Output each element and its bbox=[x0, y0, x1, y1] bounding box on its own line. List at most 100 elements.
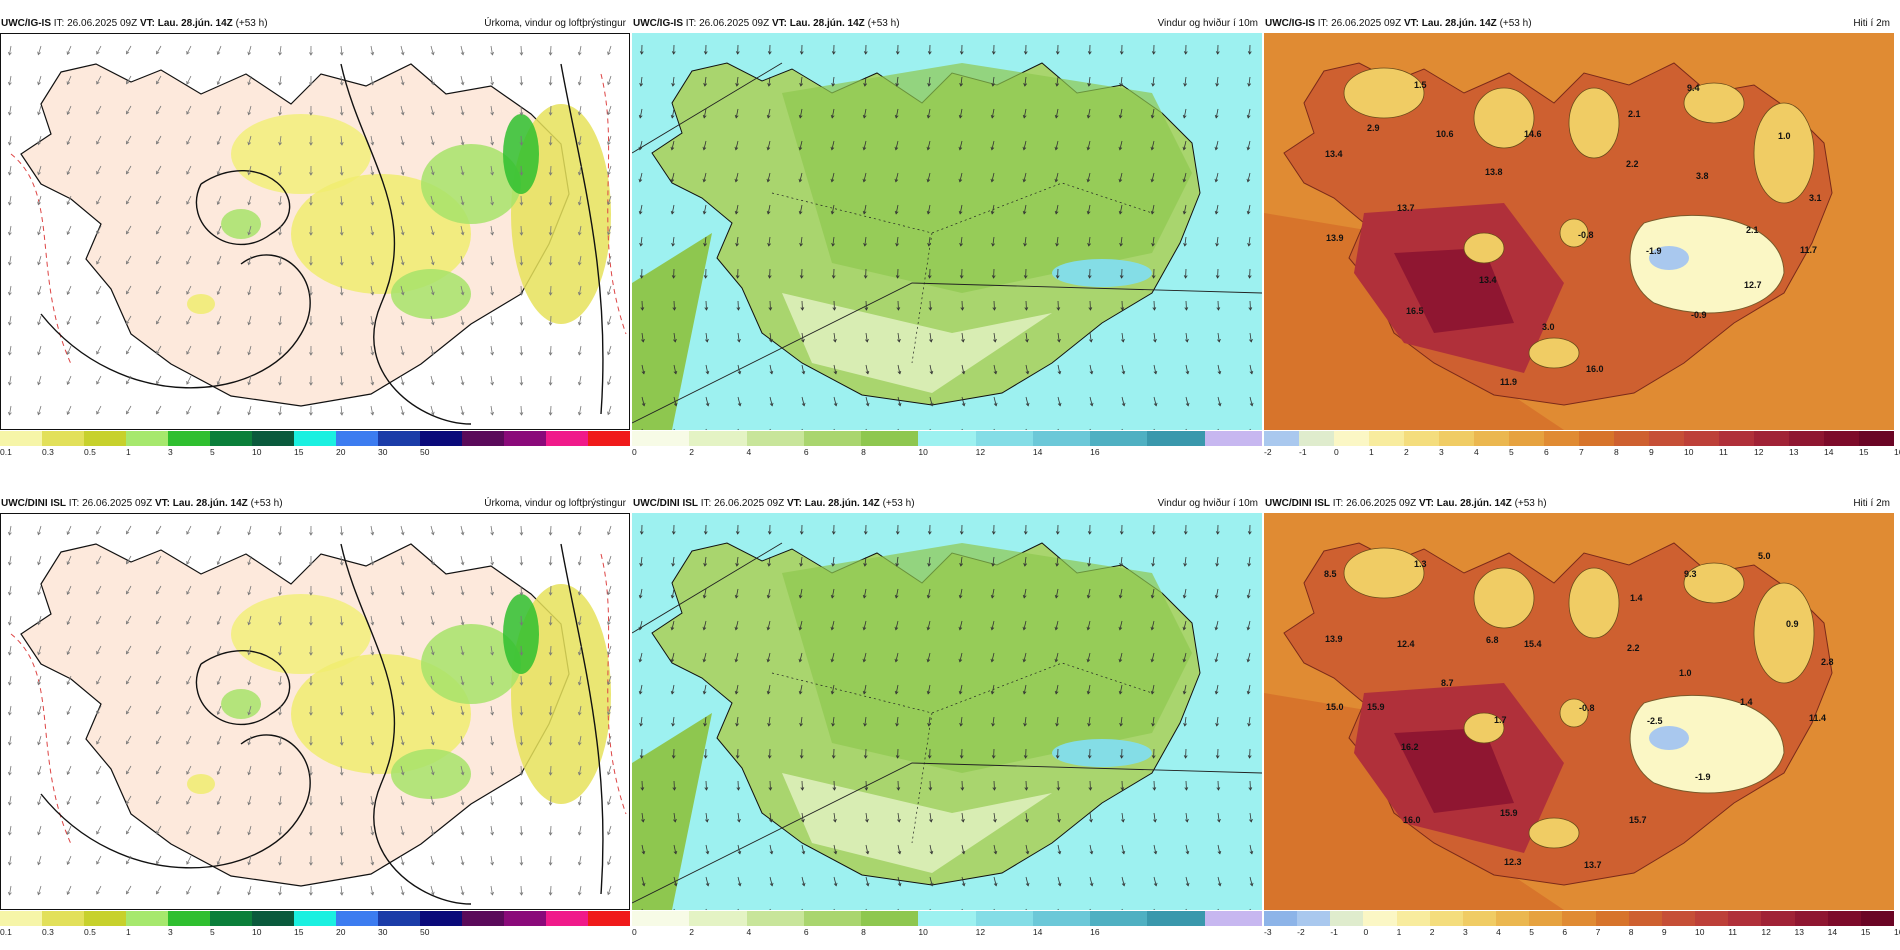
temperature-label: 1.4 bbox=[1630, 593, 1643, 603]
map-precip[interactable] bbox=[0, 513, 630, 910]
colorbar-tick: -1 bbox=[1330, 927, 1338, 937]
pressure-dashed bbox=[10, 73, 627, 365]
region-borders bbox=[771, 182, 1153, 364]
lead-time: (+53 h) bbox=[235, 18, 268, 29]
colorbar-tick: 0 bbox=[632, 927, 637, 937]
colorbar-swatch bbox=[504, 431, 546, 446]
colorbar-swatch bbox=[803, 911, 862, 926]
temperature-label: 15.7 bbox=[1629, 815, 1647, 825]
colorbar-tick: 50 bbox=[420, 447, 430, 457]
colorbar-tick: 1 bbox=[1396, 927, 1402, 937]
colorbar-swatch bbox=[1719, 431, 1754, 446]
colorbar-tick: 0.1 bbox=[0, 447, 12, 457]
colorbar-tick: 16 bbox=[1090, 447, 1100, 457]
colorbar-tick: 7 bbox=[1595, 927, 1601, 937]
colorbar-swatch bbox=[1649, 431, 1684, 446]
colorbar-tick: 5 bbox=[210, 447, 215, 457]
wind-arrows bbox=[638, 524, 1254, 910]
colorbar-swatch bbox=[1595, 911, 1629, 926]
colorbar-swatch bbox=[546, 911, 588, 926]
colorbar-swatch bbox=[1684, 431, 1719, 446]
colorbar-tick: 16 bbox=[1894, 927, 1900, 937]
colorbar-swatch bbox=[126, 431, 168, 446]
colorbar-ticks: 0 2 4 6 8 10 12 14 16 bbox=[632, 927, 1262, 939]
colorbar-swatch bbox=[504, 911, 546, 926]
map-wind[interactable] bbox=[632, 33, 1262, 430]
colorbar-swatch bbox=[1579, 431, 1614, 446]
it-value: 26.06.2025 09Z bbox=[714, 498, 785, 509]
colorbar-swatch bbox=[1204, 431, 1262, 446]
temperature-label: 15.9 bbox=[1500, 808, 1518, 818]
colorbar-swatch bbox=[336, 431, 378, 446]
temperature-label: 16.5 bbox=[1406, 306, 1424, 316]
panel-header: UWC/DINI ISL IT: 26.06.2025 09Z VT: Lau.… bbox=[1264, 495, 1894, 512]
temperature-label: 16.2 bbox=[1401, 742, 1419, 752]
temperature-label: 9.3 bbox=[1684, 569, 1697, 579]
lead-time: (+53 h) bbox=[1499, 18, 1532, 29]
colorbar-tick: 9 bbox=[1649, 447, 1654, 457]
temperature-label: 6.8 bbox=[1486, 635, 1499, 645]
colorbar-tick: -3 bbox=[1264, 927, 1272, 937]
panel-title: Vindur og hviður í 10m bbox=[1157, 498, 1258, 509]
temperature-label: 1.3 bbox=[1414, 559, 1427, 569]
colorbar-swatch bbox=[1496, 911, 1530, 926]
region-borders bbox=[771, 662, 1153, 844]
colorbar-swatch bbox=[1369, 431, 1404, 446]
colorbar-tick: 1 bbox=[1369, 447, 1374, 457]
colorbar-swatch bbox=[126, 911, 168, 926]
temperature-label: 3.1 bbox=[1809, 193, 1822, 203]
temperature-label: 16.0 bbox=[1403, 815, 1421, 825]
colorbar-tick: 6 bbox=[803, 927, 809, 937]
colorbar-swatch bbox=[378, 431, 420, 446]
temperature-label: 2.1 bbox=[1628, 109, 1641, 119]
map-wind[interactable] bbox=[632, 513, 1262, 910]
temperature-label: -0.8 bbox=[1579, 703, 1595, 713]
map-temperature[interactable]: 5.0 8.5 1.3 9.3 1.4 0.9 13.9 12.4 6.8 15.4 2.2 2.8 1… bbox=[1264, 513, 1894, 910]
colorbar-tick: 10 bbox=[1695, 927, 1705, 937]
panel-header: UWC/DINI ISL IT: 26.06.2025 09Z VT: Lau.… bbox=[632, 495, 1262, 512]
it-label: IT: bbox=[700, 498, 712, 509]
vt-value: Lau. 28.jún. 14Z bbox=[1421, 18, 1497, 29]
temperature-label: 12.7 bbox=[1744, 280, 1762, 290]
temperature-label: 2.8 bbox=[1821, 657, 1834, 667]
temperature-label: 1.4 bbox=[1740, 697, 1753, 707]
colorbar bbox=[0, 431, 630, 446]
temperature-label: 0.9 bbox=[1786, 619, 1799, 629]
temperature-label: 13.8 bbox=[1485, 167, 1503, 177]
colorbar bbox=[1264, 431, 1894, 446]
panel-precip-igis: UWC/IG-IS IT: 26.06.2025 09Z VT: Lau. 28… bbox=[0, 15, 630, 460]
colorbar-tick: -2 bbox=[1264, 447, 1272, 457]
map-temperature[interactable]: 1.5 9.4 2.9 10.6 14.6 2.1 1.0 13.4 2.2 13.8 3.8 3.1… bbox=[1264, 33, 1894, 430]
colorbar-tick: 12 bbox=[1761, 927, 1771, 937]
colorbar-swatch bbox=[1824, 431, 1859, 446]
colorbar-tick: 0 bbox=[632, 447, 637, 457]
colorbar-swatch bbox=[252, 911, 294, 926]
map-precip[interactable] bbox=[0, 33, 630, 430]
colorbar-tick: 3 bbox=[168, 927, 173, 937]
temperature-label: 13.9 bbox=[1325, 634, 1343, 644]
temperature-label: 16.0 bbox=[1586, 364, 1604, 374]
colorbar-swatch bbox=[1363, 911, 1397, 926]
panel-precip-dini: UWC/DINI ISL IT: 26.06.2025 09Z VT: Lau.… bbox=[0, 495, 630, 940]
colorbar-swatch bbox=[632, 911, 690, 926]
temperature-label: 8.7 bbox=[1441, 678, 1454, 688]
colorbar-swatch bbox=[1090, 911, 1148, 926]
lead-time: (+53 h) bbox=[882, 498, 915, 509]
temperature-label: 11.9 bbox=[1500, 377, 1517, 387]
panel-title: Vindur og hviður í 10m bbox=[1157, 18, 1258, 29]
wind-arrows bbox=[7, 525, 612, 896]
colorbar-swatch bbox=[1754, 431, 1789, 446]
colorbar bbox=[632, 911, 1262, 926]
colorbar-swatch bbox=[918, 911, 976, 926]
colorbar-swatch bbox=[632, 431, 690, 446]
colorbar-swatch bbox=[1474, 431, 1509, 446]
colorbar-ticks: -3-2-101234567891011121314151617 bbox=[1264, 927, 1900, 939]
panel-title: Úrkoma, vindur og loftþrýstingur bbox=[484, 498, 626, 509]
colorbar-tick: 11 bbox=[1719, 447, 1728, 457]
it-value: 26.06.2025 09Z bbox=[1346, 498, 1417, 509]
colorbar-swatch bbox=[294, 431, 336, 446]
colorbar-swatch bbox=[1032, 911, 1091, 926]
temperature-label: 2.1 bbox=[1746, 225, 1759, 235]
panel-temp-igis: UWC/IG-IS IT: 26.06.2025 09Z VT: Lau. 28… bbox=[1264, 15, 1900, 460]
colorbar-swatch bbox=[1728, 911, 1762, 926]
